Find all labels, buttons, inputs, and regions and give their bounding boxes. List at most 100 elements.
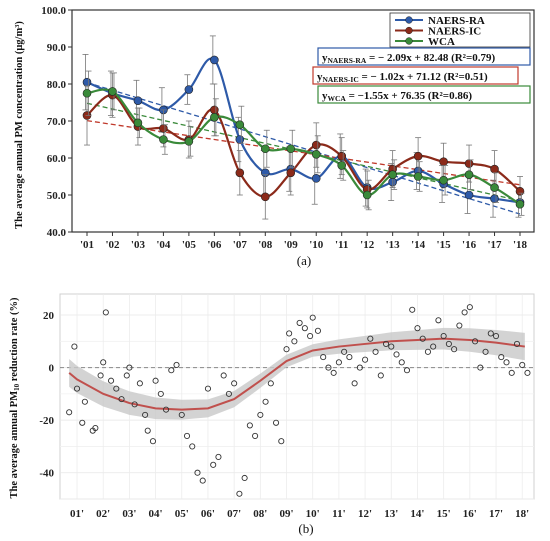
y-tick-label: 50.0: [47, 190, 67, 202]
scatter-point: [320, 354, 327, 361]
scatter-point: [291, 338, 298, 345]
data-point: [286, 144, 296, 154]
series-line-naers-ic: [86, 93, 521, 198]
x-tick-label: 12': [358, 508, 372, 520]
scatter-point: [335, 359, 342, 366]
scatter-point: [330, 369, 337, 376]
scatter-point: [241, 474, 248, 482]
scatter-point: [398, 359, 405, 366]
y-tick-label: 20: [43, 310, 55, 322]
scatter-point: [314, 327, 322, 334]
scatter-point: [71, 343, 78, 350]
scatter-point: [231, 380, 238, 387]
data-point: [286, 168, 296, 178]
data-point: [184, 137, 194, 146]
y-tick-label: -20: [39, 415, 54, 427]
scatter-point: [403, 367, 411, 374]
scatter-point: [477, 364, 484, 371]
x-tick-label: '09: [284, 239, 299, 251]
x-tick-label: '03: [131, 239, 146, 251]
x-tick-label: 04': [149, 508, 163, 520]
equation-box: [312, 66, 519, 85]
scatter-point: [262, 398, 269, 405]
scatter-point: [309, 314, 316, 321]
legend-label: NAERS-IC: [428, 26, 481, 38]
scatter-point: [362, 356, 369, 363]
scatter-point: [100, 359, 107, 366]
trendline-naers-ra: [86, 81, 521, 215]
panel-b-ticks: 01' 02' 03' 04' 05' 06' 07' 08' 09' 10' 11' 12' 13' 1…: [39, 310, 529, 520]
scatter-point: [325, 364, 332, 371]
data-point: [133, 96, 143, 105]
x-tick-label: '13: [386, 239, 401, 251]
scatter-point: [168, 367, 175, 374]
scatter-point: [246, 422, 253, 429]
data-point: [439, 157, 448, 166]
equation-box: [317, 47, 531, 66]
data-point: [311, 140, 321, 150]
x-tick-label: '08: [258, 239, 273, 251]
data-point: [464, 159, 474, 168]
scatter-point: [136, 380, 143, 387]
scatter-point: [487, 330, 494, 337]
scatter-point: [307, 333, 314, 340]
scatter-point: [351, 380, 358, 387]
data-point: [490, 183, 499, 192]
data-point: [82, 77, 92, 87]
scatter-point: [498, 354, 505, 361]
data-point: [337, 161, 347, 170]
scatter-point: [513, 340, 521, 347]
panel-a: The average annual PM concentration (μg/…: [14, 5, 535, 268]
x-tick-label: 18': [515, 508, 529, 520]
y-tick-label: 100.0: [41, 5, 66, 17]
y-tick-label: 80.0: [47, 79, 67, 91]
panel-a-ticks: 40.0 50.0 60.0 70.0 80.0 90.0 100.0 '01 '02 '03 '0…: [41, 5, 527, 251]
scatter-point: [81, 398, 88, 405]
data-point: [235, 135, 245, 144]
data-point: [490, 164, 499, 174]
series-wca: [82, 70, 525, 216]
scatter-point: [126, 364, 133, 371]
x-tick-label: 13': [384, 508, 398, 520]
scatter-point: [113, 385, 120, 392]
data-point: [133, 118, 143, 128]
x-tick-label: '17: [487, 239, 502, 251]
scatter-point: [173, 361, 180, 369]
data-point: [413, 151, 423, 161]
panel-b-points: [66, 304, 531, 497]
x-tick-label: '05: [182, 239, 197, 251]
scatter-point: [183, 432, 191, 439]
data-point: [388, 170, 397, 179]
scatter-point: [393, 351, 400, 358]
scatter-point: [189, 443, 196, 450]
scatter-point: [278, 438, 285, 445]
scatter-point: [131, 401, 138, 408]
scatter-point: [157, 390, 164, 397]
scatter-point: [346, 354, 353, 361]
data-point: [108, 87, 117, 96]
x-tick-label: '16: [462, 239, 477, 251]
x-tick-label: 16': [463, 508, 477, 520]
panel-b-caption: (b): [298, 521, 313, 536]
data-point: [311, 174, 321, 183]
scatter-point: [445, 340, 452, 347]
scatter-point: [149, 438, 157, 445]
scatter-point: [367, 335, 374, 342]
trendline-naers-ic: [86, 119, 521, 186]
legend-marker: [405, 37, 413, 45]
scatter-point: [123, 372, 130, 379]
panel-a-series: [82, 35, 525, 220]
data-point: [235, 120, 245, 129]
data-point: [362, 190, 372, 200]
panel-a-ylabel: The average annual PM concentration (μg/…: [14, 21, 25, 229]
x-tick-label: '04: [156, 239, 171, 251]
scatter-point: [430, 343, 437, 350]
scatter-point: [286, 330, 293, 337]
equation-text: yNAERS-IC = − 1.02x + 71.12 (R²=0.51): [317, 71, 488, 84]
y-tick-label: 90.0: [47, 42, 67, 54]
data-point: [464, 170, 474, 179]
x-tick-label: '18: [513, 239, 528, 251]
scatter-point: [215, 453, 222, 460]
scatter-point: [377, 372, 384, 379]
